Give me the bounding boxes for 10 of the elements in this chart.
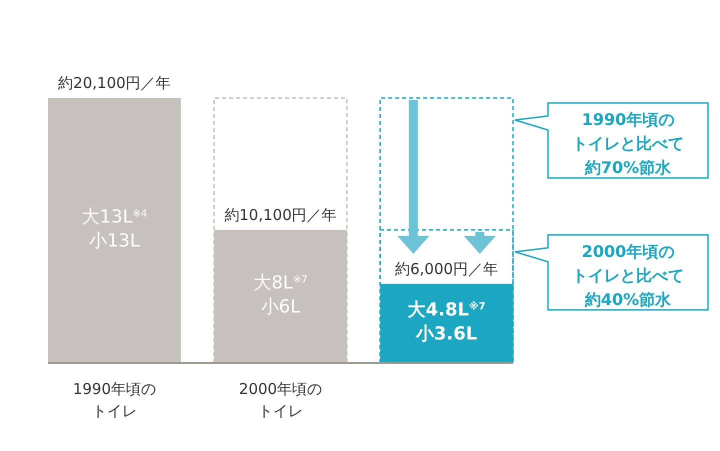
- data-label: 約10,100円／年: [224, 206, 337, 224]
- x-tick-label: 2000年頃のトイレ: [238, 380, 322, 420]
- data-label: 約6,000円／年: [395, 260, 498, 278]
- text: 2000年頃のトイレと比べて約40%節水: [572, 242, 684, 309]
- annotation: 大4.8L$^{※7}$ 小3.6L: [406, 299, 486, 344]
- annotation: 大8L$^{※7}$ 小6L: [253, 272, 308, 318]
- text: 1990年頃のトイレと比べて約70%節水: [572, 110, 684, 177]
- x-tick-label: 1990年頃のトイレ: [72, 380, 156, 420]
- data-label: 約20,100円／年: [58, 74, 171, 92]
- annotation: 大13L$^{※4}$ 小13L: [82, 206, 148, 252]
